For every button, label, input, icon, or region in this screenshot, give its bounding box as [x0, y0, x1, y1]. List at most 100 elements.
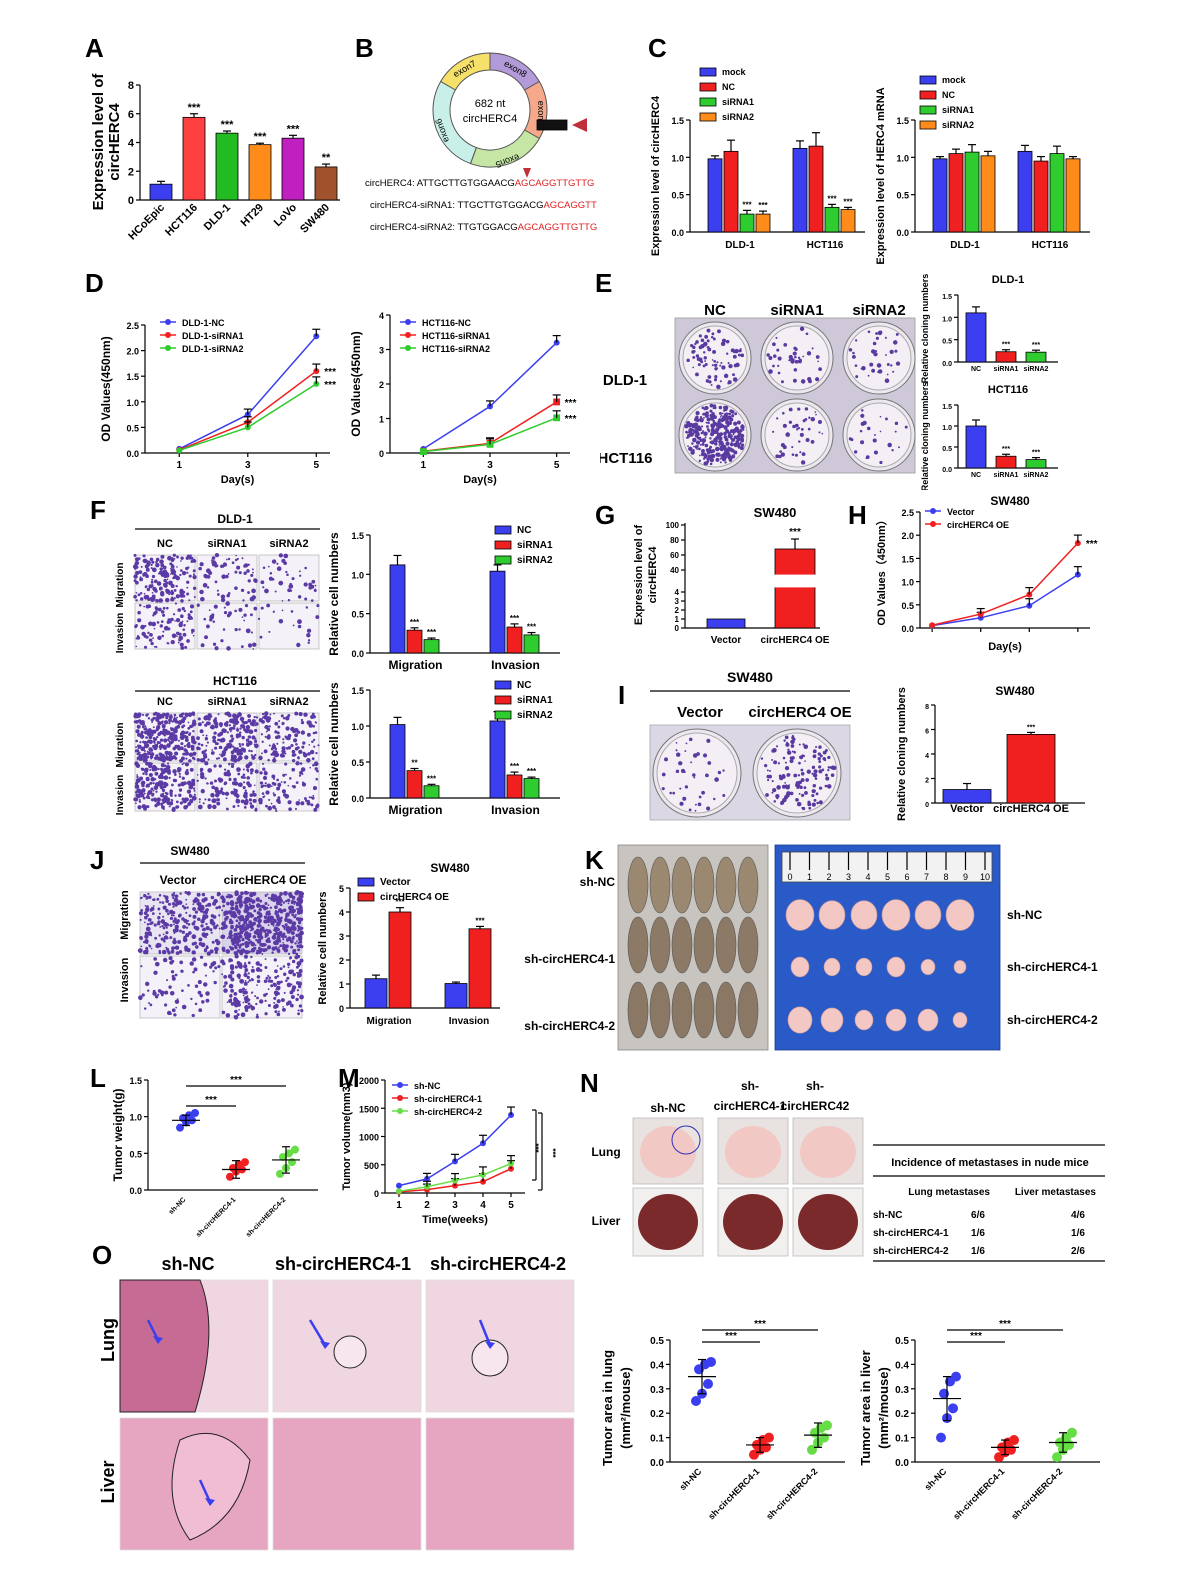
e2-y-tick-label: 0.0 — [942, 467, 952, 474]
e-dish-colony — [848, 437, 853, 441]
f-hct-image-cell — [174, 751, 179, 756]
j-image-vector-mig-cell — [212, 915, 217, 919]
j-image-vector-mig-cell — [147, 917, 152, 922]
f-hct-image-cell — [268, 807, 270, 809]
j-image-oe-inv-cell — [264, 1012, 268, 1016]
f-dld1-image-cell — [205, 568, 211, 574]
f-hct-image-cell — [149, 755, 154, 759]
e-dish-colony — [777, 371, 781, 375]
j-image-oe-mig-cell — [280, 931, 283, 933]
e-dish-colony — [728, 412, 732, 416]
tumor — [945, 899, 975, 931]
f-dld1-image-cell — [186, 571, 189, 574]
g-bar-oe — [774, 548, 816, 629]
i-dish-oe-colony — [800, 778, 805, 782]
e-dish-colony — [785, 432, 791, 437]
f-hct-image-cell — [264, 784, 267, 787]
j-image-oe-mig-cell — [295, 913, 297, 916]
f-dld1-image-cell — [307, 641, 310, 644]
j-image-vector-mig-cell — [205, 926, 210, 931]
j-image-oe-mig-cell — [289, 927, 293, 932]
f-hct-image-cell — [212, 735, 217, 740]
f-hct-image-cell — [168, 718, 172, 723]
j-image-oe-inv-cell — [254, 995, 257, 998]
e-dish-colony — [690, 450, 695, 455]
e-dish-colony — [721, 338, 727, 343]
f-dld1-image-cell — [216, 593, 220, 596]
f-hct-image-cell — [173, 728, 177, 732]
f-hct-image-cell — [223, 768, 227, 771]
j-image-oe-mig-cell — [235, 919, 239, 923]
f-hct-image-cell — [284, 735, 287, 738]
e-dish-colony — [700, 419, 703, 423]
j-image-vector-inv-cell — [140, 965, 143, 968]
f-dld1-image-cell — [139, 591, 143, 595]
f-dld1-image-cell — [179, 621, 183, 626]
j-image-vector-mig-cell — [140, 909, 144, 912]
f-hct-image-cell — [277, 796, 281, 800]
i-dish-oe-colony — [772, 788, 777, 793]
junction-arrow-icon — [572, 118, 587, 132]
f-hct-image-cell — [275, 809, 278, 813]
j-image-vector-mig-cell — [157, 907, 161, 911]
e-dish-colony — [715, 448, 718, 451]
e-dish-colony — [691, 442, 694, 445]
e-dish-colony — [815, 413, 817, 416]
e-dish-colony — [739, 446, 744, 451]
e-dish-colony — [702, 364, 706, 368]
j-image-oe-mig-cell — [257, 897, 260, 900]
e-dish-colony — [729, 417, 734, 422]
f-dld1-image-cell — [262, 586, 265, 589]
c1-x-tick-label: DLD-1 — [725, 240, 755, 251]
j-image-vector-mig-cell — [165, 926, 168, 929]
j-image-vector-mig-cell — [192, 907, 196, 911]
d2-point — [419, 448, 427, 456]
f-hct-image-cell — [198, 798, 201, 801]
j-image-oe-inv-cell — [245, 988, 247, 991]
j-image-oe-mig-cell — [230, 938, 235, 943]
j-image-vector-mig-cell — [172, 919, 176, 923]
a-sig: *** — [221, 119, 235, 131]
f-hct-image-cell — [238, 742, 241, 746]
f-dld1-image-cell — [299, 574, 302, 577]
f-dld1-image-cell — [137, 618, 142, 623]
f-hct-image-cell — [254, 743, 259, 749]
f-hct-image-cell — [163, 720, 169, 725]
n2-x-tick-label: sh-circHERC4-2 — [1009, 1466, 1064, 1521]
e-dish-colony — [728, 363, 733, 369]
j-image-vector-mig-cell — [175, 901, 180, 906]
j-image-oe-mig-cell — [284, 935, 287, 939]
j-image-vector-inv-cell — [198, 1008, 203, 1013]
c2-legend-label: siRNA1 — [942, 105, 974, 115]
j-image-vector-mig-cell — [144, 904, 147, 907]
e-col-label: siRNA1 — [770, 302, 823, 319]
f2-legend-swatch — [494, 695, 512, 705]
e-dish-colony — [720, 361, 723, 364]
f-hct-image-cell — [222, 757, 227, 762]
f-col-label-2: NC — [157, 696, 173, 708]
f-hct-image-cell — [311, 712, 315, 716]
j-image-vector-mig-cell — [139, 897, 143, 900]
f-dld1-image-cell — [186, 580, 190, 584]
j-image-oe-mig-cell — [297, 941, 300, 945]
j-image-vector-mig-cell — [192, 914, 197, 919]
f-hct-image-cell — [214, 724, 219, 729]
j-image-vector-mig-cell — [172, 905, 175, 908]
e-dish-colony — [737, 445, 741, 449]
f-hct-image-cell — [210, 751, 215, 755]
l-point — [288, 1158, 296, 1167]
j-image-oe-mig-cell — [239, 930, 244, 935]
f-hct-image-cell — [307, 752, 311, 756]
j-image-oe-mig-cell — [263, 915, 268, 920]
i-dish-oe-colony — [818, 769, 823, 774]
f-hct-image-cell — [302, 751, 306, 755]
f-hct-image-cell — [166, 764, 171, 770]
f-hct-image-cell — [236, 727, 239, 730]
d1-point — [176, 447, 183, 454]
f-dld1-image-cell — [288, 584, 294, 589]
f-hct-image-cell — [311, 757, 315, 761]
f-hct-image-cell — [276, 731, 280, 735]
f-hct-image-cell — [173, 736, 178, 742]
j-image-oe-mig-cell — [247, 900, 250, 903]
m-legend-label: sh-circHERC4-2 — [414, 1107, 482, 1117]
